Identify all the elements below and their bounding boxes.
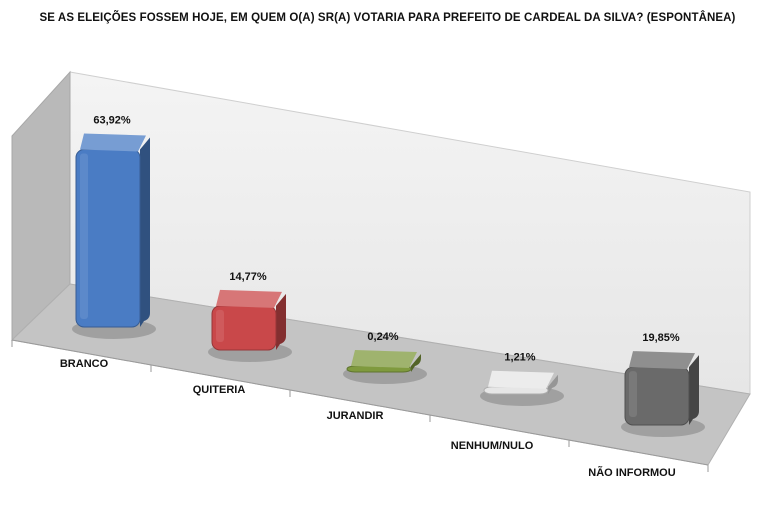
bar-side-face (548, 374, 558, 394)
bar-top-face (351, 350, 417, 368)
data-label: 0,24% (367, 331, 398, 343)
bar-highlight (629, 371, 637, 417)
data-label: 1,21% (504, 352, 535, 364)
bar-highlight (80, 153, 88, 319)
bar-side-face (140, 137, 150, 327)
x-tick-label: JURANDIR (327, 410, 384, 422)
x-tick-label: BRANCO (60, 358, 109, 370)
bar-nenhum-nulo (480, 370, 564, 406)
x-tick-label: NENHUM/NULO (451, 440, 534, 452)
data-label: 63,92% (93, 115, 131, 127)
data-label: 19,85% (642, 332, 680, 344)
x-tick-label: QUITERIA (193, 384, 246, 396)
bars-layer: 63,92% 14,77% 0,24% 1,21% 19,85% (72, 115, 705, 437)
bar-top-face (629, 351, 695, 370)
bar-branco (72, 133, 156, 339)
bar-top-face (216, 289, 282, 308)
data-label: 14,77% (229, 271, 267, 283)
bar-side-face (689, 355, 699, 425)
bar-side-face (411, 354, 421, 372)
bar-top-face (488, 370, 554, 389)
bar-n-o-informou (621, 351, 705, 437)
bar-top-face (80, 133, 146, 152)
x-tick-label: NÃO INFORMOU (588, 466, 675, 479)
chart-title: SE AS ELEIÇÕES FOSSEM HOJE, EM QUEM O(A)… (39, 12, 736, 24)
bar-jurandir (343, 350, 427, 384)
axis-line (11, 339, 709, 466)
bar-side-face (276, 293, 286, 350)
bar-quiteria (208, 289, 292, 362)
bar-highlight (216, 309, 224, 342)
